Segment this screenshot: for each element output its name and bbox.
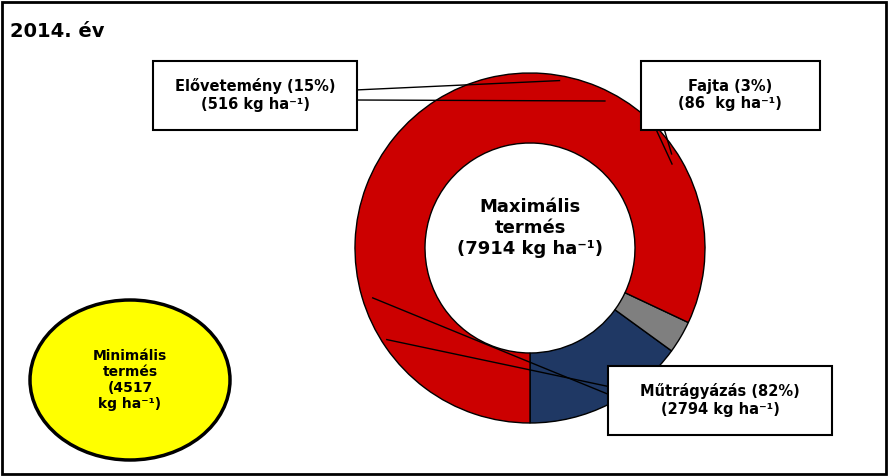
FancyBboxPatch shape xyxy=(608,366,832,435)
Wedge shape xyxy=(355,73,705,423)
Wedge shape xyxy=(530,310,671,423)
Text: Elővetemény (15%)
(516 kg ha⁻¹): Elővetemény (15%) (516 kg ha⁻¹) xyxy=(175,78,336,112)
FancyBboxPatch shape xyxy=(640,60,820,129)
Text: Maximális
termés
(7914 kg ha⁻¹): Maximális termés (7914 kg ha⁻¹) xyxy=(457,198,603,258)
Text: Fajta (3%)
(86  kg ha⁻¹): Fajta (3%) (86 kg ha⁻¹) xyxy=(678,79,782,111)
Text: Minimális
termés
(4517
kg ha⁻¹): Minimális termés (4517 kg ha⁻¹) xyxy=(93,349,167,411)
FancyBboxPatch shape xyxy=(153,60,357,129)
Text: 2014. év: 2014. év xyxy=(10,22,105,41)
Ellipse shape xyxy=(30,300,230,460)
Text: Műtrágyázás (82%)
(2794 kg ha⁻¹): Műtrágyázás (82%) (2794 kg ha⁻¹) xyxy=(640,383,800,416)
Wedge shape xyxy=(615,293,688,351)
